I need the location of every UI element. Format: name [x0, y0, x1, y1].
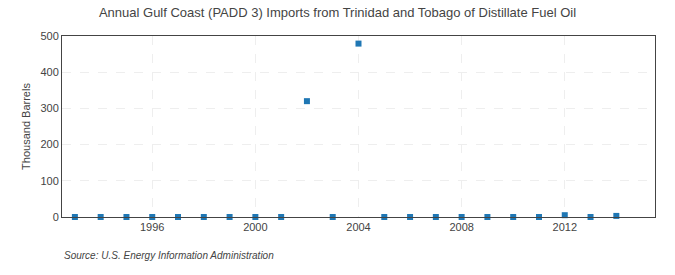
svg-text:Source: U.S. Energy Informatio: Source: U.S. Energy Information Administ…	[64, 250, 274, 261]
svg-text:2000: 2000	[243, 221, 267, 233]
svg-text:500: 500	[40, 30, 58, 42]
svg-text:200: 200	[40, 138, 58, 150]
svg-text:Thousand Barrels: Thousand Barrels	[20, 83, 32, 170]
svg-text:1996: 1996	[140, 221, 164, 233]
svg-text:2004: 2004	[346, 221, 370, 233]
svg-text:Annual Gulf Coast (PADD 3) Imp: Annual Gulf Coast (PADD 3) Imports from …	[99, 5, 576, 20]
svg-text:2008: 2008	[449, 221, 473, 233]
svg-text:300: 300	[40, 102, 58, 114]
svg-text:100: 100	[40, 175, 58, 187]
svg-text:2012: 2012	[553, 221, 577, 233]
svg-text:400: 400	[40, 66, 58, 78]
svg-text:0: 0	[53, 211, 59, 223]
